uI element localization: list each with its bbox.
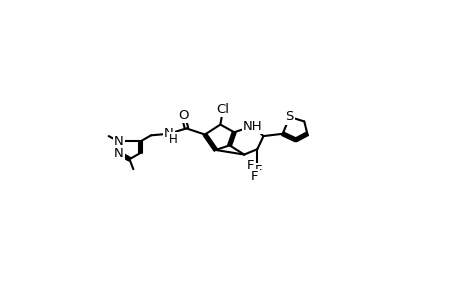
Text: F: F [251, 170, 258, 183]
Text: Cl: Cl [216, 103, 229, 116]
Text: O: O [178, 109, 188, 122]
Text: NH: NH [242, 120, 262, 133]
Text: N: N [113, 135, 123, 148]
Text: F: F [246, 159, 253, 172]
Text: S: S [285, 110, 293, 123]
Text: N: N [163, 127, 173, 140]
Text: N: N [113, 146, 123, 160]
Text: H: H [168, 133, 177, 146]
Text: F: F [255, 164, 262, 177]
